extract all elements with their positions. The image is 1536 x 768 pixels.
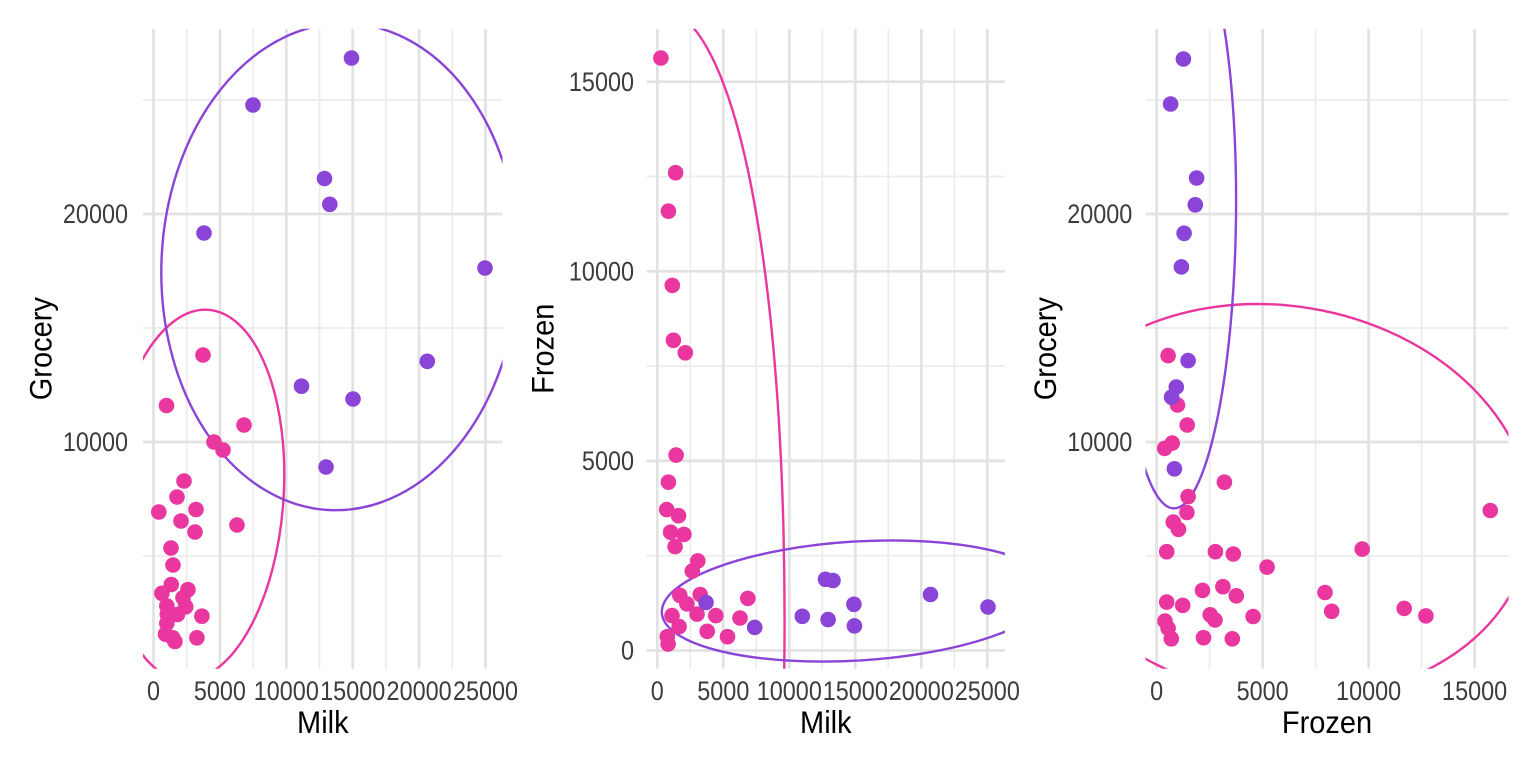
svg-text:5000: 5000 [1237, 677, 1289, 707]
svg-text:0: 0 [147, 677, 160, 707]
svg-text:Milk: Milk [800, 706, 852, 740]
svg-text:20000: 20000 [387, 677, 452, 707]
svg-text:15000: 15000 [1442, 677, 1507, 707]
svg-text:15000: 15000 [320, 677, 385, 707]
svg-text:10000: 10000 [1336, 677, 1401, 707]
svg-text:20000: 20000 [889, 677, 954, 707]
svg-text:0: 0 [1150, 677, 1163, 707]
svg-text:15000: 15000 [823, 677, 888, 707]
svg-text:20000: 20000 [63, 200, 128, 230]
svg-text:5000: 5000 [582, 447, 634, 477]
svg-text:Frozen: Frozen [1282, 706, 1372, 740]
svg-text:25000: 25000 [453, 677, 518, 707]
svg-text:15000: 15000 [569, 67, 634, 97]
svg-text:10000: 10000 [254, 677, 319, 707]
svg-text:20000: 20000 [1067, 200, 1132, 230]
svg-text:0: 0 [651, 677, 664, 707]
svg-text:10000: 10000 [1067, 428, 1132, 458]
svg-text:10000: 10000 [63, 428, 128, 458]
svg-text:Grocery: Grocery [1029, 297, 1063, 400]
svg-text:5000: 5000 [194, 677, 246, 707]
svg-text:10000: 10000 [569, 257, 634, 287]
svg-text:5000: 5000 [697, 677, 749, 707]
svg-text:Grocery: Grocery [24, 297, 58, 400]
svg-text:Milk: Milk [297, 706, 349, 740]
svg-text:0: 0 [621, 636, 634, 666]
svg-text:Frozen: Frozen [527, 304, 561, 394]
svg-text:10000: 10000 [757, 677, 822, 707]
svg-text:25000: 25000 [955, 677, 1020, 707]
